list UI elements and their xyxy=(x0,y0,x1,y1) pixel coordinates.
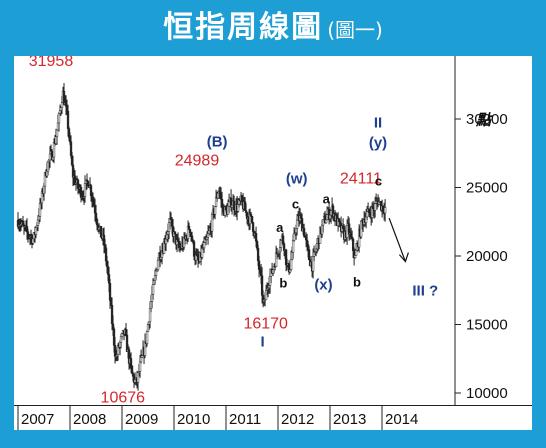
y-tick-label: 20000 xyxy=(466,248,508,265)
candle-body xyxy=(307,249,311,261)
candle-body xyxy=(213,206,217,215)
candle-body xyxy=(289,258,293,271)
price-label: 31958 xyxy=(29,56,74,70)
wave-label: (x) xyxy=(314,277,332,294)
minor-label: c xyxy=(375,174,382,189)
plot-area: 10000 15000 20000 25000 30000 點 31958 10676 24… xyxy=(14,53,532,431)
x-axis: 2007 2008 2009 2010 2011 2012 2013 2014 xyxy=(14,405,532,430)
candle-body xyxy=(291,240,295,253)
wave-label: II xyxy=(374,115,382,132)
candle-body xyxy=(173,231,177,235)
candle-body xyxy=(202,242,206,249)
x-tick-label: 2009 xyxy=(125,411,158,428)
wave-label: I xyxy=(260,333,264,350)
candle-body xyxy=(99,226,103,238)
wave-label: (B) xyxy=(207,134,228,151)
projection-arrowhead xyxy=(398,252,409,263)
y-tick-label: 30000 xyxy=(466,111,508,128)
price-label: 24111 xyxy=(340,171,382,188)
candle-body xyxy=(129,358,133,367)
annotations: 3195810676249891617024111(A)(B)I(w)(x)II… xyxy=(29,53,439,431)
y-tick-label: 25000 xyxy=(466,180,508,197)
price-label: 24989 xyxy=(175,153,220,170)
candle-body xyxy=(66,110,70,129)
candle-body xyxy=(250,216,254,223)
candle-body xyxy=(373,203,377,211)
candle-body xyxy=(60,102,64,108)
candle-body xyxy=(145,331,149,344)
projection-line xyxy=(388,217,406,262)
candle-body xyxy=(95,219,99,226)
chart-title: 恒指周線圖 xyxy=(163,10,324,45)
candle-body xyxy=(55,129,59,137)
candle-body xyxy=(302,227,306,237)
x-tick-label: 2007 xyxy=(21,411,54,428)
plot-svg: 10000 15000 20000 25000 30000 點 31958 10676 24… xyxy=(16,53,508,431)
wave-label: (w) xyxy=(286,171,308,188)
y-axis: 10000 15000 20000 25000 30000 xyxy=(455,111,508,402)
candle-body xyxy=(230,204,234,208)
candle-body xyxy=(324,219,328,224)
price-label: 16170 xyxy=(243,315,288,332)
minor-label: c xyxy=(292,197,299,212)
candle-body xyxy=(249,214,253,217)
candle-body xyxy=(151,284,155,295)
wave-label: III ? xyxy=(412,283,438,300)
unit-label: 點 xyxy=(475,112,494,129)
minor-label: a xyxy=(276,220,284,235)
projection-arrow xyxy=(388,217,409,263)
x-tick-label: 2008 xyxy=(73,411,106,428)
x-tick-label: 2014 xyxy=(385,411,418,428)
y-tick-label: 10000 xyxy=(466,385,508,402)
x-tick-label: 2011 xyxy=(229,411,261,428)
candle-body xyxy=(295,219,299,229)
chart-subtitle: (圖一) xyxy=(327,18,383,42)
minor-label: b xyxy=(353,275,361,290)
x-axis-svg: 2007 2008 2009 2010 2011 2012 2013 2014 xyxy=(14,405,532,430)
minor-label: b xyxy=(279,276,287,291)
title-bar: 恒指周線圖 (圖一) xyxy=(0,0,546,54)
minor-label: a xyxy=(323,191,331,206)
candle-body xyxy=(365,211,369,218)
x-tick-label: 2010 xyxy=(177,411,210,428)
y-tick-label: 15000 xyxy=(466,317,508,334)
candle-body xyxy=(383,207,387,214)
x-tick-label: 2013 xyxy=(333,411,366,428)
candles xyxy=(16,83,387,391)
x-tick-label: 2012 xyxy=(281,411,314,428)
price-label: 10676 xyxy=(101,390,146,405)
candle-body xyxy=(156,259,160,270)
candle-body xyxy=(353,255,357,259)
candle-body xyxy=(187,225,191,230)
wave-label: (y) xyxy=(369,135,387,152)
